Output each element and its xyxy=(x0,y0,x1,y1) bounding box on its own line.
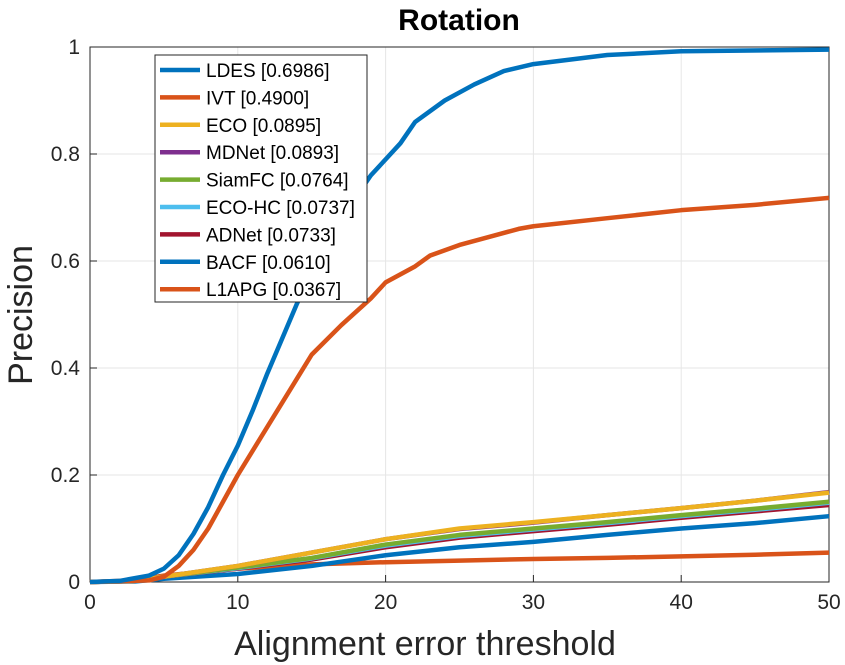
legend-entry: ECO [0.0895] xyxy=(206,116,321,137)
y-tick-label: 0.4 xyxy=(51,357,81,380)
x-tick-label: 0 xyxy=(84,591,96,614)
y-tick-label: 0 xyxy=(68,571,80,594)
x-tick-label: 10 xyxy=(226,591,249,614)
chart-title: Rotation xyxy=(398,4,520,37)
series-lines xyxy=(89,47,830,585)
legend-entry: SiamFC [0.0764] xyxy=(206,171,349,192)
x-tick-label: 40 xyxy=(670,591,693,614)
legend-entry: BACF [0.0610] xyxy=(206,253,331,274)
series-line-ivt xyxy=(89,195,830,585)
x-tick-label: 30 xyxy=(522,591,545,614)
x-tick-label: 20 xyxy=(374,591,397,614)
y-tick-label: 0.8 xyxy=(51,143,80,166)
legend-entry: L1APG [0.0367] xyxy=(206,280,341,301)
legend-entry: ECO-HC [0.0737] xyxy=(206,198,355,219)
legend-entry: ADNet [0.0733] xyxy=(206,225,336,246)
x-tick-label: 50 xyxy=(817,591,840,614)
legend-entry: LDES [0.6986] xyxy=(206,61,330,82)
y-tick-label: 0.2 xyxy=(51,464,80,487)
legend-entry: MDNet [0.0893] xyxy=(206,143,339,164)
y-tick-label: 1 xyxy=(68,36,80,59)
x-axis-label: Alignment error threshold xyxy=(234,625,616,663)
y-tick-label: 0.6 xyxy=(51,250,80,273)
legend-entry: IVT [0.4900] xyxy=(206,88,309,109)
ticks: 0 10 20 30 40 50 0 0.2 0.4 0.6 0.8 1 xyxy=(51,36,841,614)
y-axis-label: Precision xyxy=(2,245,40,385)
legend: LDES [0.6986] IVT [0.4900] ECO [0.0895] MDN… xyxy=(154,54,368,303)
plot-area xyxy=(89,46,830,583)
